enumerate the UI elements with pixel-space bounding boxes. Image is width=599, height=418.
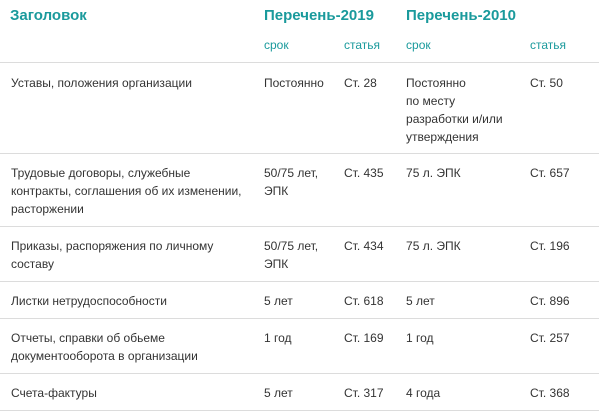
row-article-2019: Ст. 28 xyxy=(344,62,407,154)
column-header-list-2019: Перечень-2019 xyxy=(264,7,374,24)
row-term-2019: 5 лет xyxy=(264,373,344,411)
row-term-2010: 75 л. ЭПК xyxy=(406,153,531,227)
row-term-2010: Постоянно по месту разработки и/или утве… xyxy=(406,62,531,154)
table-row: Уставы, положения организации Постоянно … xyxy=(0,62,599,154)
column-header-list-2010: Перечень-2010 xyxy=(406,7,516,24)
row-term-2019: 50/75 лет, ЭПК xyxy=(264,153,344,227)
subheader-term-2010: срок xyxy=(406,27,531,63)
row-article-2010: Ст. 196 xyxy=(530,226,599,282)
subheader-term-2019: срок xyxy=(264,27,344,63)
row-term-2010: 75 л. ЭПК xyxy=(406,226,531,282)
subheader-article-2019: статья xyxy=(344,27,407,63)
row-title: Приказы, распоряжения по личному составу xyxy=(0,226,264,282)
row-article-2010: Ст. 257 xyxy=(530,318,599,374)
table-row: Приказы, распоряжения по личному составу… xyxy=(0,226,599,282)
row-title: Трудовые договоры, служебные контракты, … xyxy=(0,153,264,227)
row-article-2019: Ст. 435 xyxy=(344,153,407,227)
table-row: Счета-фактуры 5 лет Ст. 317 4 года Ст. 3… xyxy=(0,373,599,411)
row-title: Отчеты, справки об обьеме документооборо… xyxy=(0,318,264,374)
row-title: Листки нетрудоспособности xyxy=(0,281,264,319)
row-article-2010: Ст. 368 xyxy=(530,373,599,411)
row-term-2010: 4 года xyxy=(406,373,531,411)
row-article-2019: Ст. 317 xyxy=(344,373,407,411)
row-term-2019: 50/75 лет, ЭПК xyxy=(264,226,344,282)
row-article-2019: Ст. 434 xyxy=(344,226,407,282)
subheader-empty xyxy=(0,27,264,63)
header-row: Заголовок Перечень-2019 Перечень-2010 xyxy=(0,0,599,27)
row-title: Уставы, положения организации xyxy=(0,62,264,154)
column-header-title: Заголовок xyxy=(10,7,87,24)
row-term-2010: 1 год xyxy=(406,318,531,374)
subheader-row: срок статья срок статья xyxy=(0,27,599,63)
table-row: Листки нетрудоспособности 5 лет Ст. 618 … xyxy=(0,281,599,319)
row-article-2010: Ст. 657 xyxy=(530,153,599,227)
table-row: Отчеты, справки об обьеме документооборо… xyxy=(0,318,599,374)
subheader-article-2010: статья xyxy=(530,27,599,63)
row-article-2010: Ст. 50 xyxy=(530,62,599,154)
row-term-2019: 5 лет xyxy=(264,281,344,319)
row-term-2010: 5 лет xyxy=(406,281,531,319)
table-row: Трудовые договоры, служебные контракты, … xyxy=(0,153,599,227)
row-article-2019: Ст. 618 xyxy=(344,281,407,319)
row-term-2019: 1 год xyxy=(264,318,344,374)
row-article-2010: Ст. 896 xyxy=(530,281,599,319)
row-article-2019: Ст. 169 xyxy=(344,318,407,374)
row-title: Счета-фактуры xyxy=(0,373,264,411)
row-term-2019: Постоянно xyxy=(264,62,344,154)
